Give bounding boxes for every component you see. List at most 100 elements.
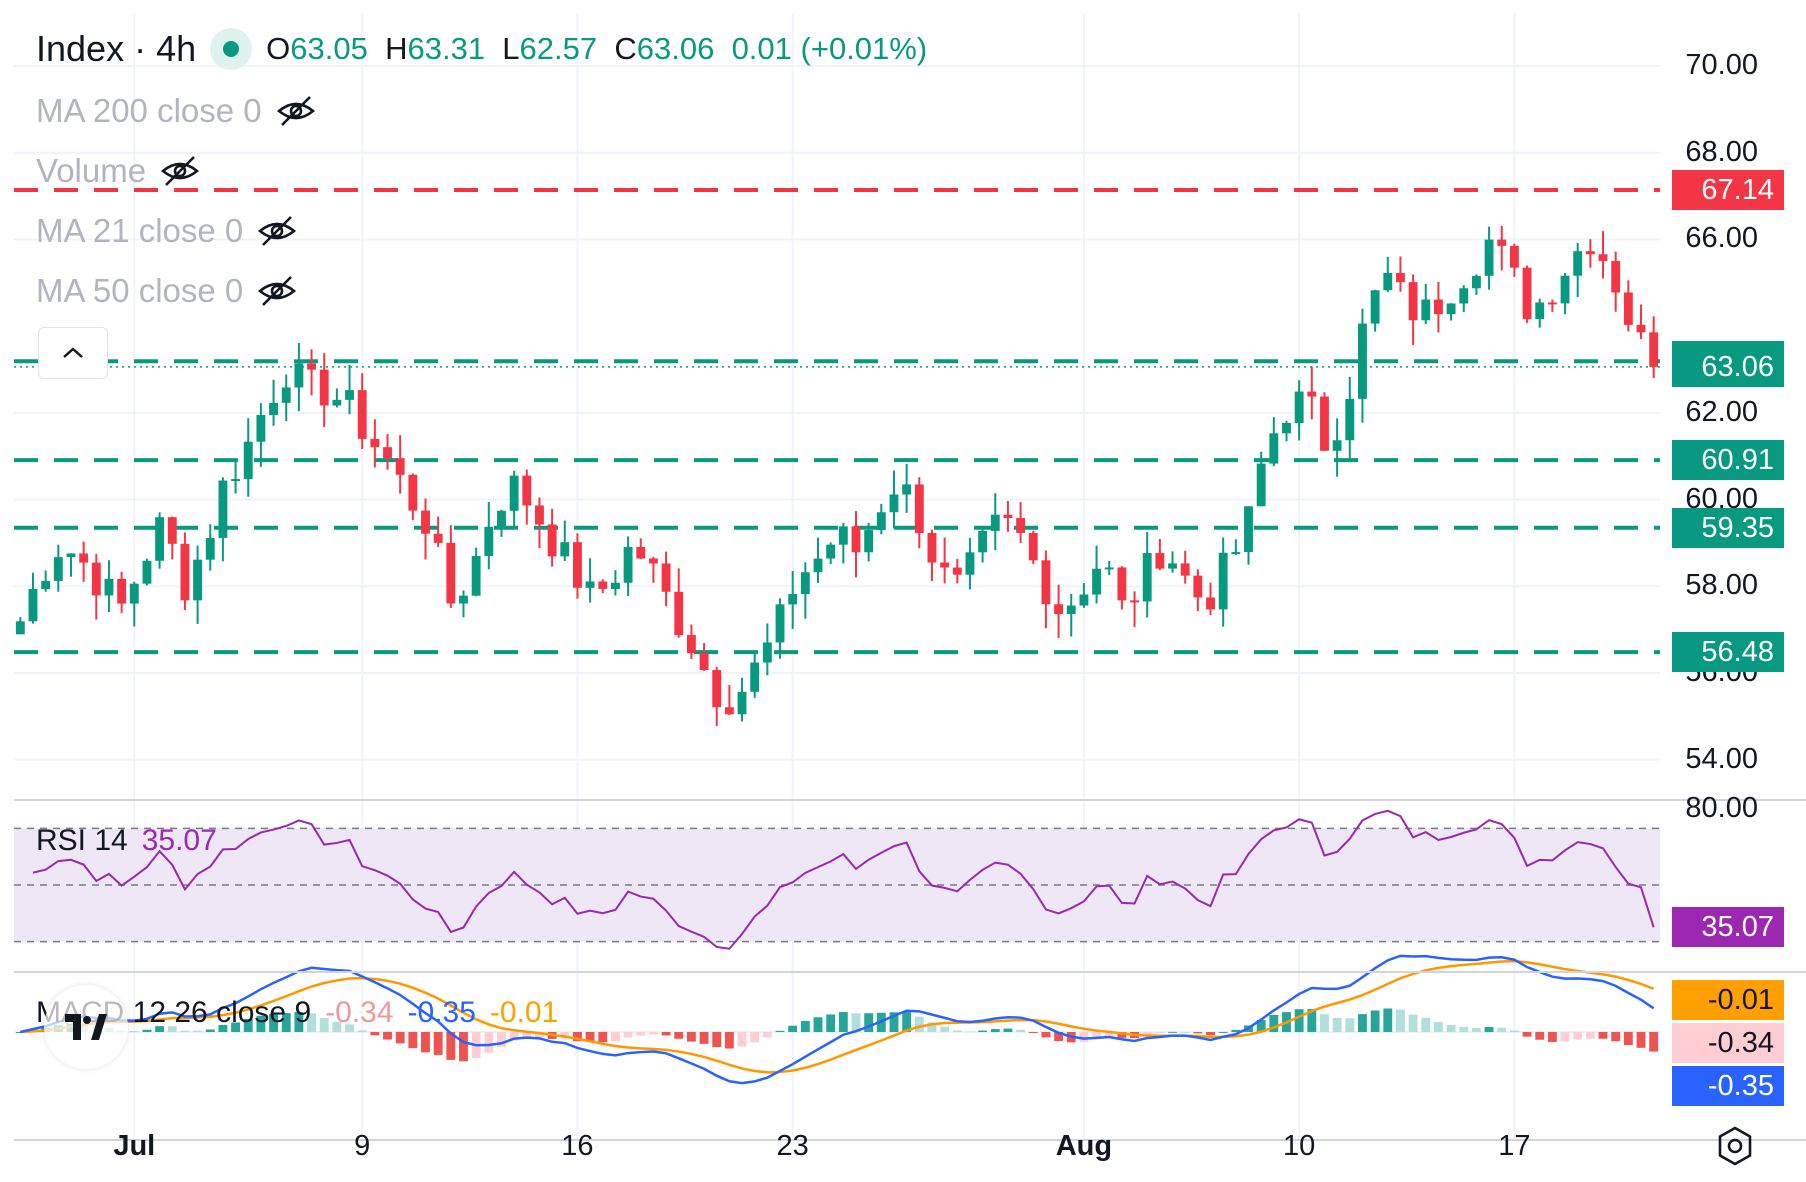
indicator-legend-row[interactable]: MA 200 close 0	[36, 92, 316, 130]
candle-body	[927, 532, 937, 563]
macd-histogram-bar	[421, 1032, 430, 1053]
tradingview-logo[interactable]	[44, 985, 128, 1069]
macd-histogram-bar	[497, 1032, 506, 1048]
candle-body	[889, 494, 899, 513]
macd-histogram-bar	[1104, 1032, 1114, 1038]
chevron-up-icon	[63, 347, 83, 358]
gridlines	[14, 14, 1660, 1140]
candle-body	[1396, 272, 1405, 283]
settings-icon[interactable]	[1713, 1124, 1757, 1168]
eye-hidden-icon[interactable]	[257, 214, 297, 248]
macd-histogram-bar	[674, 1032, 684, 1039]
macd-histogram-bar	[661, 1032, 671, 1036]
macd-histogram-bar	[256, 1015, 266, 1032]
candle-body	[180, 543, 190, 601]
macd-legend-hist: -0.34	[325, 996, 394, 1029]
macd-histogram-bar	[1408, 1014, 1418, 1032]
macd-histogram-bar	[319, 1018, 329, 1032]
rsi-legend-name: RSI 14	[36, 824, 128, 857]
macd-histogram-bar	[788, 1025, 798, 1032]
candle-body	[914, 484, 924, 533]
macd-histogram-bar	[978, 1030, 988, 1032]
price-label-pill: 67.14	[1672, 170, 1784, 210]
candle-body	[53, 557, 63, 581]
candle-body	[345, 390, 354, 400]
macd-histogram-bar	[712, 1032, 722, 1048]
eye-hidden-icon[interactable]	[160, 154, 200, 188]
rsi-band	[14, 827, 1660, 943]
candle-body	[610, 582, 620, 589]
candle-body	[1256, 463, 1266, 507]
macd-histogram-bar	[522, 1032, 532, 1038]
candle-body	[1585, 251, 1595, 255]
candle-body	[497, 510, 506, 527]
candle-body	[1282, 422, 1291, 434]
macd-histogram-bar	[269, 1014, 278, 1032]
macd-histogram-bar	[1484, 1027, 1494, 1032]
macd-histogram-bar	[1383, 1008, 1393, 1032]
candle-body	[104, 578, 114, 596]
candle-body	[1471, 275, 1481, 289]
candle-body	[674, 591, 684, 636]
candle-body	[421, 510, 430, 534]
candle-body	[1611, 260, 1621, 293]
candle-body	[990, 514, 1000, 531]
macd-histogram-bar	[1307, 1009, 1317, 1032]
candle-body	[1206, 597, 1215, 610]
candle-body	[1155, 553, 1165, 569]
candle-body	[598, 581, 608, 589]
macd-histogram-bar	[1649, 1032, 1659, 1052]
eye-hidden-icon[interactable]	[276, 94, 316, 128]
candle-body	[1168, 563, 1177, 569]
candle-body	[1117, 567, 1127, 601]
macd-value-pill: -0.01	[1672, 980, 1784, 1020]
candle-body	[1104, 567, 1114, 570]
macd-histogram-bar	[1193, 1032, 1203, 1034]
macd-histogram-bar	[484, 1032, 494, 1053]
price-label-pill: 59.35	[1672, 507, 1784, 548]
candle-body	[965, 552, 975, 575]
date-axis-label: Jul	[113, 1130, 156, 1162]
macd-histogram-bar	[243, 1018, 253, 1032]
collapse-legend-button[interactable]	[38, 327, 108, 379]
candle-body	[370, 438, 380, 448]
candle-body	[1560, 275, 1570, 304]
macd-histogram-bar	[838, 1012, 848, 1032]
candle-body	[1231, 552, 1241, 555]
candle-body	[1623, 292, 1633, 325]
candle-body	[851, 526, 861, 553]
macd-histogram-bar	[940, 1026, 950, 1032]
price-axis-label: 58.00	[1685, 569, 1758, 602]
market-status-indicator[interactable]	[210, 28, 253, 70]
macd-histogram-bar	[1573, 1032, 1583, 1040]
macd-histogram-bar	[737, 1032, 747, 1047]
date-axis-label: 16	[561, 1130, 594, 1162]
candle-body	[117, 578, 127, 604]
macd-histogram-bar	[1028, 1032, 1038, 1033]
macd-histogram-bar	[1079, 1032, 1089, 1042]
candle-body	[1193, 575, 1203, 598]
candle-body	[686, 635, 696, 654]
price-levels	[14, 188, 1660, 655]
macd-legend-signal: -0.01	[489, 996, 559, 1029]
indicator-legend-row[interactable]: Volume	[36, 152, 200, 190]
macd-histogram-bar	[1421, 1017, 1431, 1032]
price-axis-label: 66.00	[1685, 222, 1758, 255]
macd-histogram-bar	[902, 1012, 912, 1032]
indicator-legend-row[interactable]: MA 50 close 0	[36, 272, 297, 310]
candle-body	[231, 479, 241, 482]
eye-hidden-icon[interactable]	[257, 274, 297, 308]
indicator-label: MA 200 close 0	[36, 92, 262, 129]
macd-histogram-bar	[1598, 1032, 1608, 1039]
macd-histogram-bar	[1332, 1017, 1342, 1032]
candle-body	[762, 642, 772, 663]
candle-body	[484, 526, 494, 556]
macd-line	[20, 954, 1655, 1085]
candle-body	[446, 542, 456, 604]
candle-body	[256, 415, 266, 442]
candle-body	[91, 562, 101, 596]
macd-histogram-bar	[294, 1012, 304, 1032]
indicator-legend-row[interactable]: MA 21 close 0	[36, 212, 297, 250]
macd-histogram-bar	[509, 1032, 519, 1041]
